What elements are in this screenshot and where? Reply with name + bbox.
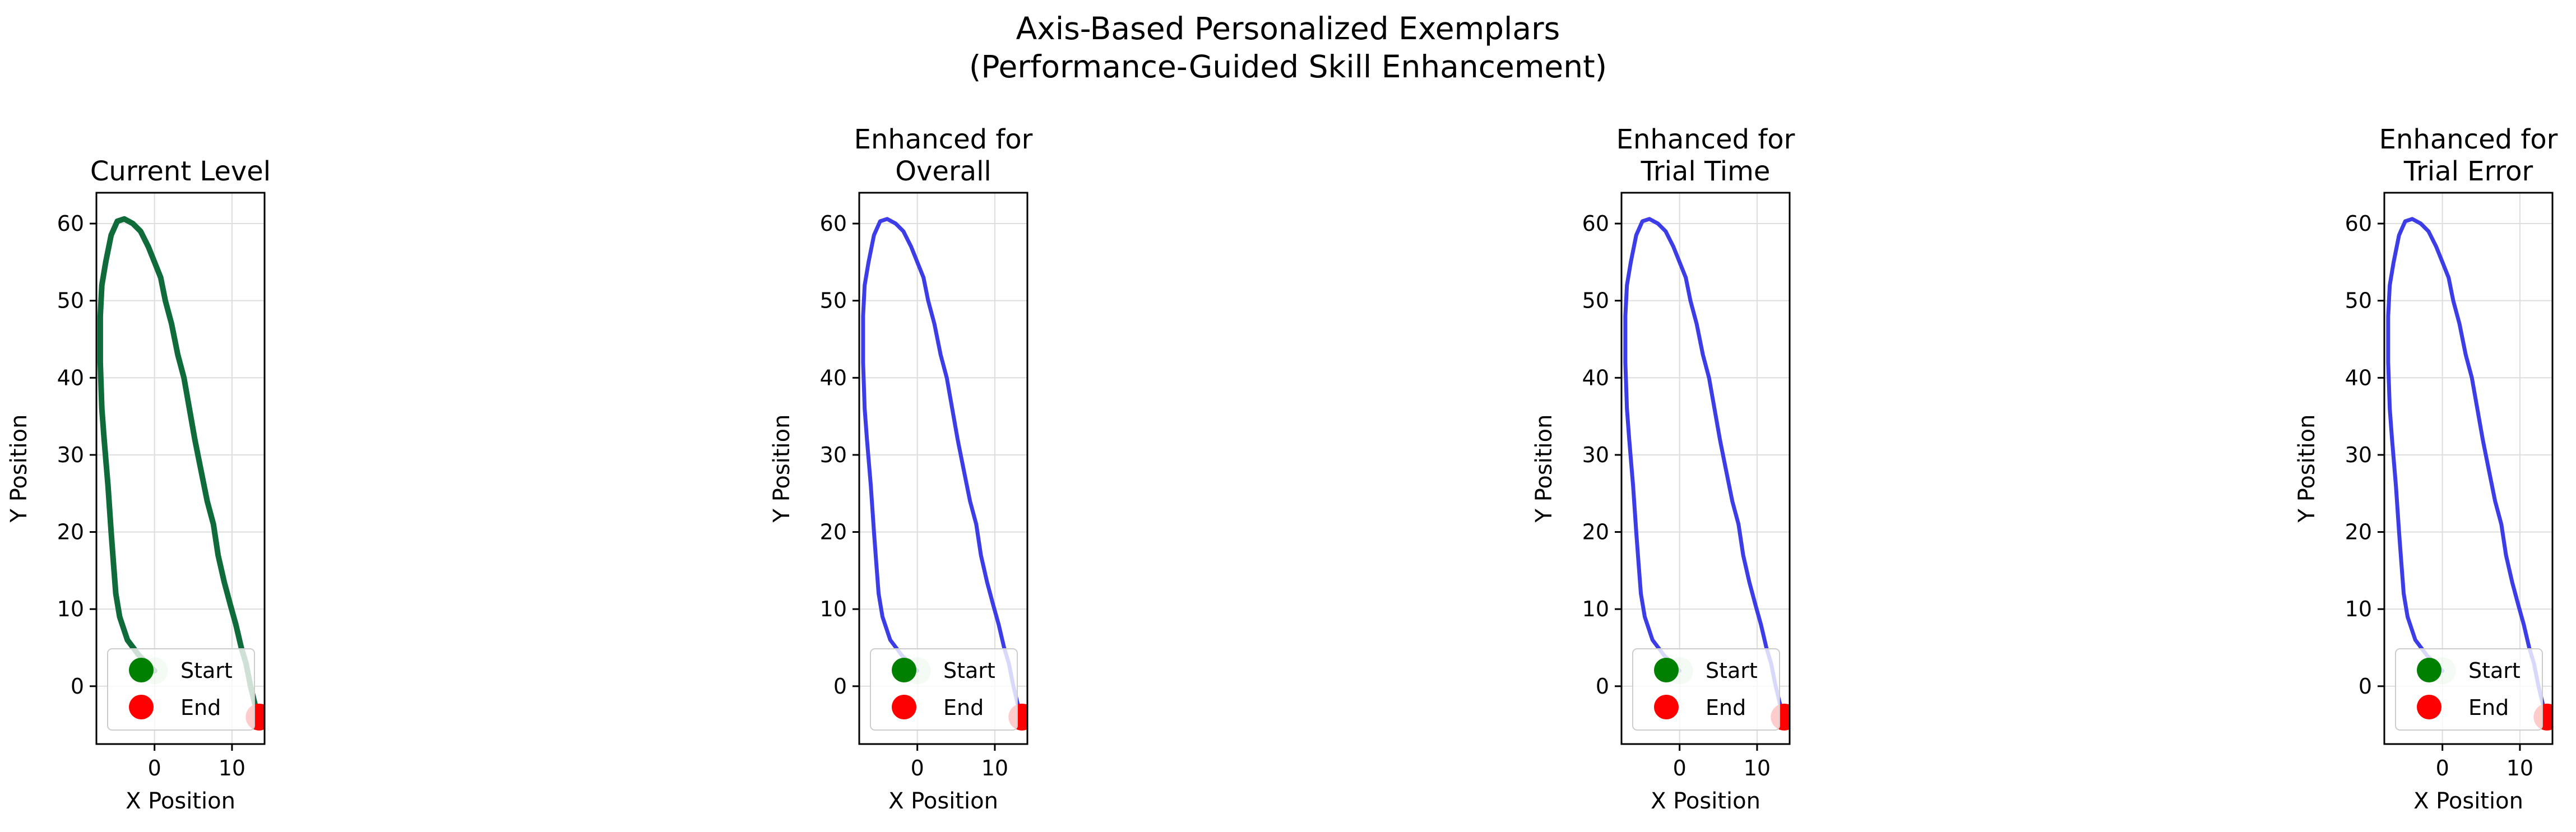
panels-group: Start End 0 10 0 10 20 30 40 50 60 X Position Y Posi… <box>6 124 2558 814</box>
legend-start-marker <box>1654 658 1679 682</box>
y-tick-label: 30 <box>1582 443 1609 467</box>
legend-end-label: End <box>2468 695 2509 720</box>
x-tick-label: 0 <box>1673 756 1687 780</box>
y-tick-label: 20 <box>57 520 84 545</box>
y-axis-label: Y Position <box>1531 415 1557 523</box>
x-tick-label: 10 <box>1744 756 1771 780</box>
y-tick-label: 40 <box>820 365 847 390</box>
panel-title-line-2: Trial Error <box>2403 156 2533 187</box>
y-tick-label: 10 <box>57 597 84 621</box>
trajectory-line <box>97 216 262 720</box>
y-tick-label: 0 <box>833 674 847 699</box>
x-axis-label: X Position <box>2413 788 2523 814</box>
x-tick-label: 10 <box>219 756 245 780</box>
panel-3: Start End 0 10 0 10 20 30 40 50 60 X Position Y Posi… <box>1531 124 1795 814</box>
legend: Start End <box>2395 648 2543 731</box>
x-tick-label: 0 <box>148 756 161 780</box>
y-tick-label: 60 <box>1582 211 1609 236</box>
y-tick-label: 30 <box>57 443 84 467</box>
y-tick-label: 30 <box>2345 443 2372 467</box>
y-tick-label: 50 <box>1582 289 1609 313</box>
panel-title-line-2: Trial Time <box>1641 156 1771 187</box>
x-axis-label: X Position <box>1651 788 1760 814</box>
y-tick-label: 20 <box>1582 520 1609 545</box>
y-tick-label: 60 <box>2345 211 2372 236</box>
y-tick-label: 50 <box>820 289 847 313</box>
axes-frame <box>1620 192 1791 745</box>
y-tick-label: 0 <box>2359 674 2372 699</box>
axes-frame <box>858 192 1028 745</box>
legend-start-label: Start <box>180 658 233 683</box>
legend-start-marker <box>892 658 916 682</box>
trajectory-line <box>2386 217 2549 719</box>
y-axis-label: Y Position <box>2294 415 2320 523</box>
legend-end-label: End <box>1706 695 1746 720</box>
panel-title-line-1: Enhanced for <box>854 124 1033 155</box>
legend-end-label: End <box>180 695 221 720</box>
y-tick-label: 10 <box>2345 597 2372 621</box>
figure-title-line-2: (Performance-Guided Skill Enhancement) <box>969 49 1607 85</box>
legend: Start End <box>107 648 255 731</box>
panel-title-line-1: Enhanced for <box>1616 124 1795 155</box>
trajectory-line <box>861 217 1024 719</box>
y-tick-label: 40 <box>2345 365 2372 390</box>
panel-4: Start End 0 10 0 10 20 30 40 50 60 X Position Y Posi… <box>2294 124 2558 814</box>
x-tick-label: 10 <box>2506 756 2533 780</box>
legend: Start End <box>870 648 1018 731</box>
panel-2: Start End 0 10 0 10 20 30 40 50 60 X Position Y Posi… <box>769 124 1033 814</box>
y-tick-label: 0 <box>71 674 84 699</box>
panel-title-line-1: Current Level <box>90 156 271 187</box>
y-tick-label: 40 <box>57 365 84 390</box>
legend-end-marker <box>2417 695 2441 719</box>
legend-end-marker <box>892 695 916 719</box>
y-tick-label: 20 <box>820 520 847 545</box>
legend-start-label: Start <box>2468 658 2521 683</box>
y-axis-label: Y Position <box>6 415 32 523</box>
y-axis-label: Y Position <box>769 415 795 523</box>
y-tick-label: 50 <box>2345 289 2372 313</box>
y-tick-label: 0 <box>1596 674 1609 699</box>
x-axis-label: X Position <box>126 788 235 814</box>
y-tick-label: 30 <box>820 443 847 467</box>
legend: Start End <box>1632 648 1780 731</box>
trajectory-line <box>1623 217 1786 719</box>
panel-1: Start End 0 10 0 10 20 30 40 50 60 X Position Y Posi… <box>6 156 271 814</box>
y-tick-label: 50 <box>57 289 84 313</box>
y-tick-label: 60 <box>57 211 84 236</box>
y-tick-label: 60 <box>820 211 847 236</box>
x-tick-label: 10 <box>981 756 1008 780</box>
panel-title-line-1: Enhanced for <box>2379 124 2558 155</box>
legend-end-label: End <box>943 695 984 720</box>
y-tick-label: 10 <box>1582 597 1609 621</box>
legend-start-label: Start <box>943 658 995 683</box>
y-tick-label: 10 <box>820 597 847 621</box>
legend-start-marker <box>129 658 154 682</box>
x-tick-label: 0 <box>2436 756 2449 780</box>
legend-end-marker <box>1654 695 1679 719</box>
legend-start-marker <box>2417 658 2441 682</box>
axes-frame <box>2383 192 2554 745</box>
x-axis-label: X Position <box>888 788 998 814</box>
y-tick-label: 40 <box>1582 365 1609 390</box>
legend-end-marker <box>129 695 154 719</box>
figure-title-line-1: Axis-Based Personalized Exemplars <box>1016 11 1560 47</box>
axes-frame <box>95 192 266 745</box>
legend-start-label: Start <box>1706 658 1758 683</box>
panel-title-line-2: Overall <box>895 156 992 187</box>
x-tick-label: 0 <box>911 756 924 780</box>
y-tick-label: 20 <box>2345 520 2372 545</box>
